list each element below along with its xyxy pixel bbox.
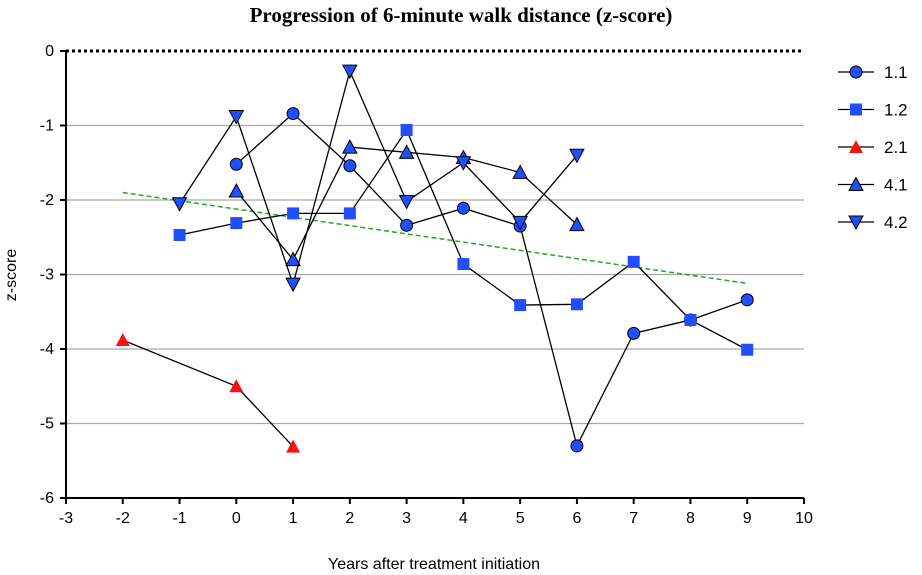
data-point: [342, 64, 358, 80]
y-tick-label: -4: [40, 341, 54, 358]
series-2-1: [115, 333, 301, 453]
x-tick-label: 5: [516, 510, 525, 527]
data-point: [512, 215, 528, 231]
grid: [66, 49, 804, 425]
legend-item: 4.1: [838, 176, 908, 195]
x-tick-label: 2: [345, 510, 354, 527]
axes: [60, 50, 805, 504]
x-tick-label: 8: [686, 510, 695, 527]
data-point: [456, 201, 470, 215]
y-tick-label: 0: [45, 43, 54, 60]
x-tick-label: 4: [459, 510, 468, 527]
x-tick-label: 3: [402, 510, 411, 527]
legend-item: 4.2: [838, 213, 908, 232]
data-point: [173, 229, 186, 242]
data-point: [400, 123, 413, 136]
data-point: [741, 343, 754, 356]
data-point: [570, 439, 584, 453]
y-tick-label: -1: [40, 118, 54, 135]
legend-marker: [849, 65, 863, 79]
legend: 1.1 1.2 2.1 4.1 4.2: [838, 63, 908, 232]
data-point: [398, 144, 415, 159]
x-tick-label: 7: [629, 510, 638, 527]
data-point: [171, 197, 188, 212]
legend-marker: [850, 103, 862, 116]
series-1-1: [229, 107, 754, 453]
series-1-2: [173, 123, 754, 356]
x-tick-label: -1: [172, 510, 186, 527]
series-line: [235, 112, 748, 448]
data-point: [285, 251, 301, 267]
series-line: [178, 69, 578, 287]
legend-item: 2.1: [838, 138, 908, 157]
data-point: [230, 217, 243, 230]
data-point: [286, 439, 301, 453]
data-point: [343, 159, 357, 173]
data-point: [286, 107, 300, 121]
data-point: [627, 255, 640, 268]
data-point: [229, 157, 243, 171]
data-point: [457, 258, 470, 271]
y-tick-label: -5: [40, 416, 54, 433]
data-point: [400, 218, 414, 232]
legend-label: 1.2: [884, 101, 908, 120]
y-tick-label: -2: [40, 192, 54, 209]
data-point: [228, 183, 245, 198]
legend-item: 1.1: [838, 63, 908, 82]
series-line: [122, 339, 294, 448]
data-point: [115, 333, 130, 347]
y-axis-label: z-score: [3, 249, 20, 302]
legend-label: 2.1: [884, 138, 908, 157]
data-point: [569, 148, 585, 164]
data-point: [455, 156, 472, 171]
data-point: [569, 216, 585, 232]
data-point: [229, 379, 244, 393]
legend-label: 4.2: [884, 213, 908, 232]
x-tick-label: -2: [116, 510, 130, 527]
legend-item: 1.2: [838, 101, 908, 120]
chart-title: Progression of 6-minute walk distance (z…: [250, 3, 673, 27]
legend-label: 1.1: [884, 63, 908, 82]
legend-marker: [849, 140, 863, 153]
x-tick-label: 6: [572, 510, 581, 527]
trendline-path: [122, 191, 748, 285]
x-tick-label: 9: [743, 510, 752, 527]
legend-label: 4.1: [884, 176, 908, 195]
series-group: [115, 64, 754, 453]
legend-marker: [848, 176, 864, 191]
y-tick-label: -3: [40, 267, 54, 284]
y-tick-label: -6: [40, 490, 54, 507]
trendline: [122, 191, 748, 285]
x-tick-label: 1: [289, 510, 298, 527]
x-axis-label: Years after treatment initiation: [328, 556, 540, 573]
data-point: [228, 110, 245, 125]
data-point: [285, 277, 301, 293]
x-tick-label: -3: [59, 510, 73, 527]
tick-labels: 0 -1 -2 -3 -4 -5 -6 -3 -2 -1 0 1 2 3 4 5 6 7 8 9 10: [40, 43, 813, 527]
x-tick-label: 0: [232, 510, 241, 527]
data-point: [514, 299, 527, 312]
data-point: [570, 298, 583, 311]
data-point: [627, 326, 641, 340]
data-point: [398, 194, 415, 210]
data-point: [342, 139, 358, 154]
legend-marker: [848, 215, 864, 231]
data-point: [512, 164, 528, 179]
data-point: [343, 207, 356, 220]
data-point: [684, 313, 697, 326]
x-tick-label: 10: [795, 510, 813, 527]
data-point: [287, 207, 300, 220]
series-4-2: [171, 64, 585, 293]
data-point: [740, 293, 754, 307]
